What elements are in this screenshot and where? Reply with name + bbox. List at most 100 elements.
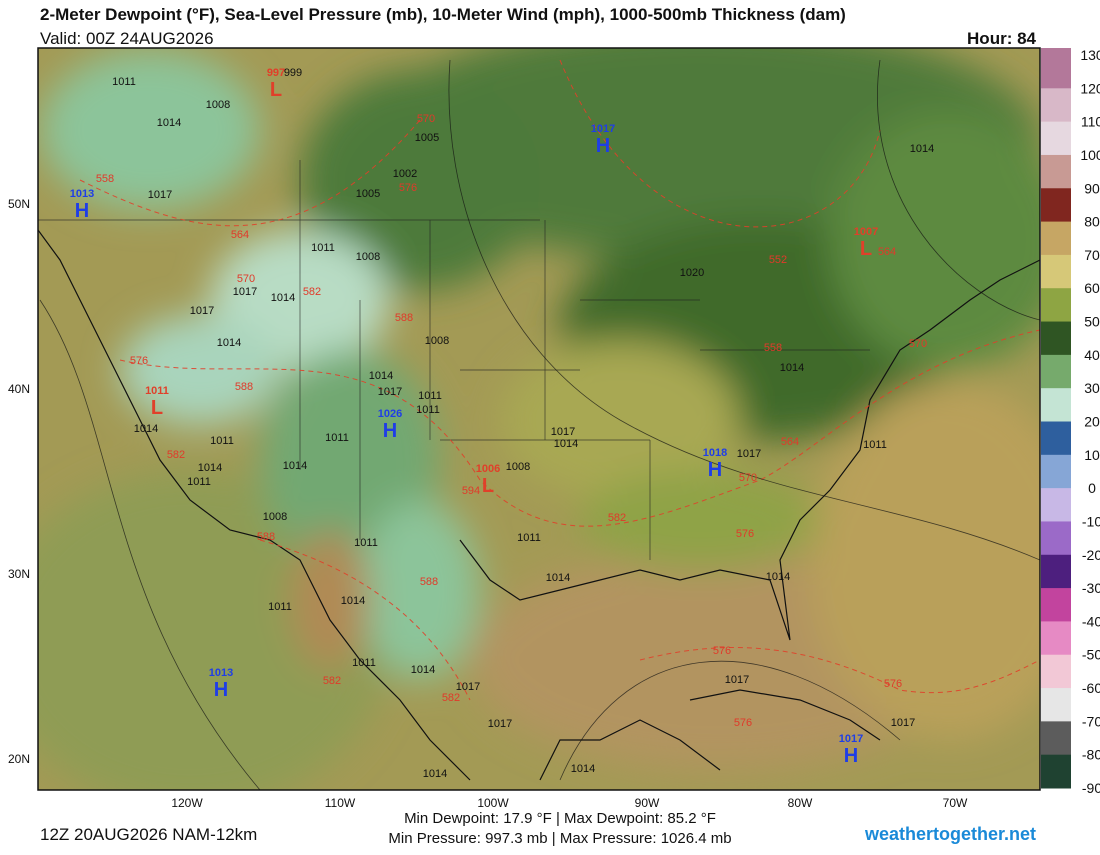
colorbar-label: 10 [1084, 447, 1100, 463]
isobar-label: 1014 [217, 337, 241, 349]
thickness-label: 588 [420, 576, 438, 588]
isobar-label: 1017 [891, 717, 915, 729]
colorbar-segment [1041, 154, 1071, 189]
latitude-label: 30N [8, 567, 30, 581]
isobar-label: 1011 [863, 439, 887, 451]
pressure-center-letter: L [270, 79, 282, 101]
colorbar-label: 30 [1084, 380, 1100, 396]
colorbar-label: -60 [1082, 680, 1100, 696]
isobar-label: 1014 [910, 143, 934, 155]
colorbar-segment [1041, 721, 1071, 756]
colorbar-label: -20 [1082, 547, 1100, 563]
colorbar-label: 40 [1084, 347, 1100, 363]
latitude-label: 20N [8, 752, 30, 766]
isobar-label: 1008 [356, 251, 380, 263]
valid-time: Valid: 00Z 24AUG2026 [40, 29, 214, 48]
longitude-label: 120W [171, 796, 203, 810]
pressure-center-letter: H [844, 745, 858, 767]
thickness-label: 576 [884, 678, 902, 690]
pressure-center-letter: L [860, 238, 872, 260]
longitude-label: 110W [325, 796, 356, 810]
thickness-label: 576 [130, 355, 148, 367]
thickness-label: 582 [608, 512, 626, 524]
isobar-label: 1011 [210, 435, 234, 447]
colorbar-label: 90 [1084, 180, 1100, 196]
model-run: 12Z 20AUG2026 NAM-12km [40, 825, 257, 844]
isobar-label: 1020 [680, 267, 704, 279]
isobar-label: 1014 [341, 595, 365, 607]
isobar-label: 1014 [369, 370, 393, 382]
colorbar-segment [1041, 554, 1071, 589]
colorbar-label: -40 [1082, 613, 1100, 629]
latitude-label: 50N [8, 197, 30, 211]
pressure-center-letter: L [151, 397, 163, 419]
isobar-label: 1014 [271, 292, 295, 304]
colorbar-segment [1041, 521, 1071, 556]
isobar-label: 1008 [263, 511, 287, 523]
isobar-label: 1011 [416, 404, 440, 416]
colorbar-label: 120 [1080, 80, 1100, 96]
longitude-label: 90W [635, 796, 660, 810]
longitude-label: 100W [477, 796, 509, 810]
pressure-center-value: 1017 [591, 123, 615, 135]
isobar-label: 1014 [411, 664, 435, 676]
pressure-center-value: 1017 [839, 733, 863, 745]
forecast-hour: Hour: 84 [967, 29, 1037, 48]
isobar-label: 1014 [134, 423, 158, 435]
colorbar-label: -50 [1082, 647, 1100, 663]
colorbar-segment [1041, 621, 1071, 656]
colorbar-segment [1041, 688, 1071, 722]
pressure-center-letter: H [383, 420, 397, 442]
isobar-label: 1017 [456, 681, 480, 693]
isobar-label: 1011 [325, 432, 349, 444]
thickness-label: 582 [167, 449, 185, 461]
colorbar-segment [1041, 754, 1071, 789]
isobar-label: 1008 [206, 99, 230, 111]
thickness-label: 582 [442, 692, 460, 704]
pressure-center-value: 1026 [378, 408, 402, 420]
thickness-label: 564 [231, 229, 249, 241]
colorbar-label: 50 [1084, 314, 1100, 330]
isobar-label: 999 [284, 67, 302, 79]
colorbar-segment [1041, 121, 1071, 156]
thickness-label: 558 [764, 342, 782, 354]
pressure-center-value: 1006 [476, 463, 500, 475]
colorbar-segment [1041, 254, 1071, 289]
isobar-label: 1014 [554, 438, 578, 450]
pressure-center-value: 1013 [209, 667, 233, 679]
colorbar-label: -30 [1082, 580, 1100, 596]
thickness-label: 582 [323, 675, 341, 687]
isobar-label: 1017 [378, 386, 402, 398]
thickness-label: 588 [395, 312, 413, 324]
colorbar-label: -80 [1082, 747, 1100, 763]
isobar-label: 1014 [780, 362, 804, 374]
colorbar-segment [1041, 654, 1071, 689]
isobar-label: 1008 [506, 461, 530, 473]
thickness-label: 558 [96, 173, 114, 185]
dewpoint-range: Min Dewpoint: 17.9 °F | Max Dewpoint: 85… [404, 810, 716, 827]
pressure-center-value: 1013 [70, 188, 94, 200]
isobar-label: 1017 [725, 674, 749, 686]
isobar-label: 1011 [112, 76, 136, 88]
pressure-center-letter: L [482, 475, 494, 497]
colorbar-label: 100 [1080, 147, 1100, 163]
isobar-label: 1017 [148, 189, 172, 201]
isobar-label: 1017 [488, 718, 512, 730]
thickness-label: 570 [237, 273, 255, 285]
longitude-label: 80W [788, 796, 813, 810]
isobar-label: 1011 [517, 532, 541, 544]
isobar-label: 1011 [187, 476, 211, 488]
colorbar-segment [1041, 221, 1071, 256]
isobar-label: 1002 [393, 168, 417, 180]
map-field [38, 48, 1040, 790]
colorbar-label: -10 [1082, 513, 1100, 529]
pressure-center-value: 1011 [145, 385, 169, 397]
thickness-label: 588 [257, 531, 275, 543]
colorbar-label: 0 [1088, 480, 1096, 496]
isobar-label: 1017 [737, 448, 761, 460]
pressure-center-value: 1018 [703, 447, 727, 459]
isobar-label: 1014 [546, 572, 570, 584]
thickness-label: 564 [781, 436, 799, 448]
longitude-label: 70W [943, 796, 968, 810]
